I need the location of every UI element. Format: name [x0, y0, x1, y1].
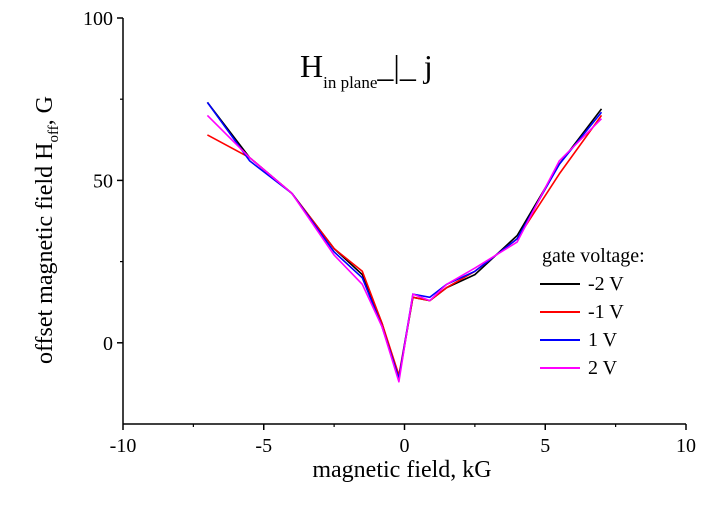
y-tick-label: 0 — [103, 333, 113, 355]
y-axis-title: offset magnetic field Hoff, G — [32, 96, 62, 364]
legend-title: gate voltage: — [542, 245, 645, 267]
x-tick-label: 0 — [400, 435, 410, 457]
x-tick-label: 10 — [676, 435, 696, 457]
series-line — [206, 101, 603, 380]
legend-label: 1 V — [588, 329, 618, 351]
x-tick-label: 5 — [540, 435, 550, 457]
legend: gate voltage: -2 V -1 V 1 V 2 V — [540, 245, 645, 379]
y-tick-label: 100 — [83, 8, 113, 30]
series-layer — [206, 101, 603, 383]
x-tick-label: -5 — [255, 435, 272, 457]
x-axis-title: magnetic field, kG — [312, 457, 491, 483]
legend-label: 2 V — [588, 357, 618, 379]
x-tick-label: -10 — [110, 435, 137, 457]
series-line — [206, 101, 603, 380]
legend-label: -2 V — [588, 273, 624, 295]
y-tick-label: 50 — [93, 170, 113, 192]
inset-annotation: Hin plane_|_ j — [300, 48, 433, 92]
series-line — [206, 114, 603, 383]
legend-label: -1 V — [588, 301, 624, 323]
